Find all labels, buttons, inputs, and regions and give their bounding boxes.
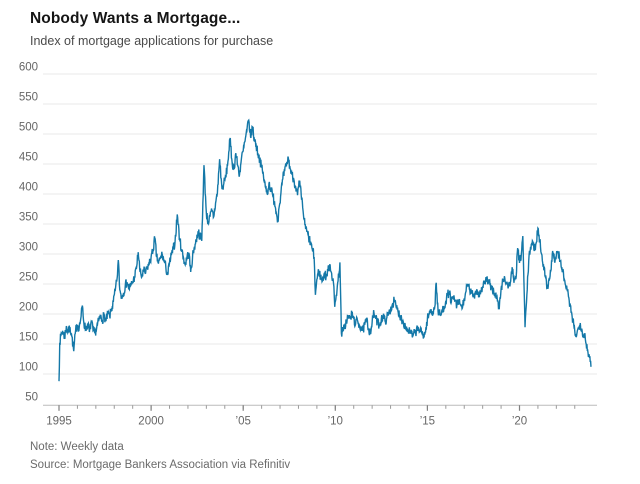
x-tick-label: 2000 — [138, 415, 164, 427]
y-tick-label: 250 — [19, 272, 38, 284]
y-gridlines — [43, 73, 597, 375]
chart-source: Source: Mortgage Bankers Association via… — [30, 459, 291, 471]
x-tick-label: ’20 — [512, 415, 527, 427]
x-axis-ticks — [58, 405, 576, 411]
x-tick-label: 1995 — [46, 415, 72, 427]
y-tick-label: 350 — [19, 212, 38, 224]
x-tick-label: ’05 — [236, 415, 251, 427]
x-tick-label: ’15 — [420, 415, 435, 427]
chart-title: Nobody Wants a Mortgage... — [30, 10, 241, 27]
y-tick-label: 100 — [19, 362, 38, 374]
y-tick-label: 500 — [19, 122, 38, 134]
y-axis-labels: 50 100 150 200 250 300 350 400 450 500 550 600 — [19, 62, 38, 404]
mortgage-applications-line — [58, 118, 592, 382]
x-axis-labels: 1995 2000 ’05 ’10 ’15 ’20 — [46, 415, 527, 427]
y-tick-label: 200 — [19, 302, 38, 314]
y-tick-label: 550 — [19, 92, 38, 104]
y-tick-label: 450 — [19, 152, 38, 164]
y-tick-label: 400 — [19, 182, 38, 194]
y-tick-label: 300 — [19, 242, 38, 254]
y-tick-label: 150 — [19, 332, 38, 344]
chart-note: Note: Weekly data — [30, 441, 124, 453]
y-tick-label: 600 — [19, 62, 38, 74]
y-tick-label: 50 — [25, 392, 38, 404]
chart-subtitle: Index of mortgage applications for purch… — [30, 34, 274, 48]
x-tick-label: ’10 — [328, 415, 343, 427]
